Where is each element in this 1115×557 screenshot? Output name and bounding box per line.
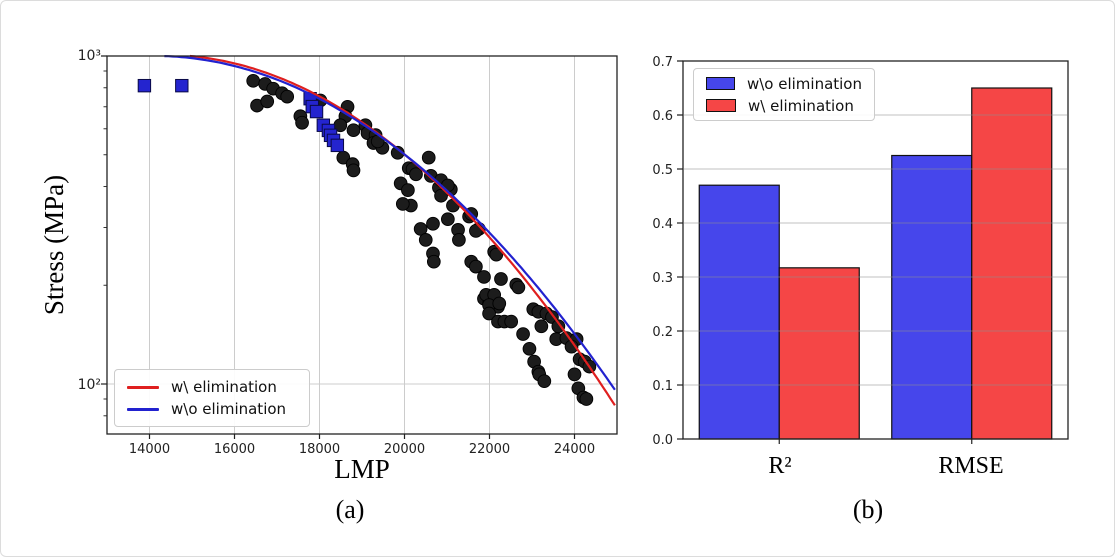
legend-a: w\ elimination w\o elimination: [114, 369, 310, 427]
scatter-point-square: [137, 78, 152, 93]
y-tick-label-b: 0.5: [652, 163, 673, 178]
scatter-point-circle: [452, 233, 466, 247]
scatter-point-circle: [280, 89, 295, 104]
scatter-point-circle: [551, 319, 566, 334]
red-line-sample: [127, 385, 159, 389]
y-axis-tick-label-100: 10²: [78, 377, 101, 393]
scatter-point-circle: [295, 115, 309, 130]
bar-wo-elimination: [698, 184, 780, 440]
scatter-point-circle: [346, 163, 361, 178]
axes-frame-b: [682, 60, 1069, 440]
x-tick-label: 22000: [469, 442, 510, 457]
legend-b-label-1: w\o elimination: [746, 74, 862, 93]
blue-line-sample: [127, 407, 159, 411]
legend-b-row-without-elimination: w\o elimination: [706, 75, 862, 93]
category-label-r2: R²: [768, 453, 791, 479]
red-patch-sample: [706, 99, 736, 112]
scatter-point-circle: [567, 367, 582, 382]
scatter-point-circle: [482, 306, 496, 321]
y-axis-tick-label-1000: 10³: [78, 48, 101, 64]
scatter-plot-a: 14000 16000 18000 20000 22000 24000: [101, 54, 618, 457]
scatter-point-circle: [504, 314, 519, 329]
scatter-point-circle: [511, 280, 526, 295]
legend-b-row-with-elimination: w\ elimination: [706, 97, 862, 115]
scatter-point-circle: [426, 216, 440, 231]
x-tick-label: 16000: [214, 442, 255, 457]
legend-a-row-without-elimination: w\o elimination: [127, 400, 297, 418]
blue-patch-sample: [706, 77, 735, 90]
scatter-point-square: [175, 78, 189, 93]
legend-b-label-2: w\ elimination: [748, 96, 854, 115]
y-tick-label-b: 0.1: [652, 379, 673, 394]
scatter-point-circle: [579, 392, 594, 406]
scatter-point-circle: [441, 212, 455, 227]
scatter-point-circle: [421, 150, 436, 165]
scatter-point-circle: [516, 327, 530, 341]
scatter-point-square: [309, 104, 324, 119]
y-tick-label-b: 0.2: [652, 325, 673, 340]
fit-curve: [164, 55, 616, 391]
y-tick-label-b: 0.7: [652, 55, 673, 70]
bar-wo-elimination: [891, 154, 973, 440]
bar-w-elimination: [778, 267, 860, 440]
caption-b: (b): [853, 495, 883, 524]
x-tick-label: 18000: [299, 442, 340, 457]
bar-plot-b: 0.0 0.1 0.2 0.3 0.4 0.5 0.6 0.7: [652, 55, 1069, 448]
scatter-point-circle: [246, 73, 261, 88]
scatter-point-square: [330, 138, 345, 153]
scatter-point-circle: [522, 341, 537, 356]
y-axis-label-a: Stress (MPa): [39, 175, 69, 315]
scatter-point-circle: [401, 183, 415, 197]
category-label-rmse: RMSE: [938, 453, 1003, 479]
scatter-point-circle: [434, 188, 448, 203]
scatter-point-circle: [492, 296, 507, 311]
scatter-point-circle: [426, 254, 441, 269]
scatter-point-circle: [537, 374, 552, 389]
legend-b: w\o elimination w\ elimination: [693, 68, 875, 121]
axes-frame-a: [106, 55, 618, 435]
legend-a-row-with-elimination: w\ elimination: [127, 378, 297, 396]
x-tick-label: 24000: [554, 442, 595, 457]
y-tick-label-b: 0.4: [652, 217, 673, 232]
bar-w-elimination: [971, 87, 1053, 440]
legend-a-label-1: w\ elimination: [171, 378, 277, 396]
scatter-point-circle: [489, 247, 504, 262]
x-tick-label: 20000: [384, 442, 425, 457]
y-tick-label-b: 0.6: [652, 109, 673, 124]
scatter-point-circle: [260, 94, 275, 109]
scatter-point-circle: [418, 233, 433, 247]
scatter-point-circle: [534, 319, 549, 334]
legend-a-label-2: w\o elimination: [171, 400, 287, 418]
y-tick-label-b: 0.3: [652, 271, 673, 286]
scatter-point-circle: [494, 272, 508, 286]
caption-a: (a): [336, 495, 365, 524]
scatter-point-circle: [469, 259, 483, 274]
scatter-point-circle: [346, 123, 361, 138]
x-axis-label-a: LMP: [334, 454, 390, 484]
y-tick-label-b: 0.0: [652, 433, 673, 448]
scatter-point-circle: [477, 270, 491, 284]
scatter-point-circle: [409, 167, 423, 182]
x-tick-label: 14000: [129, 442, 170, 457]
scatter-point-circle: [395, 197, 410, 211]
